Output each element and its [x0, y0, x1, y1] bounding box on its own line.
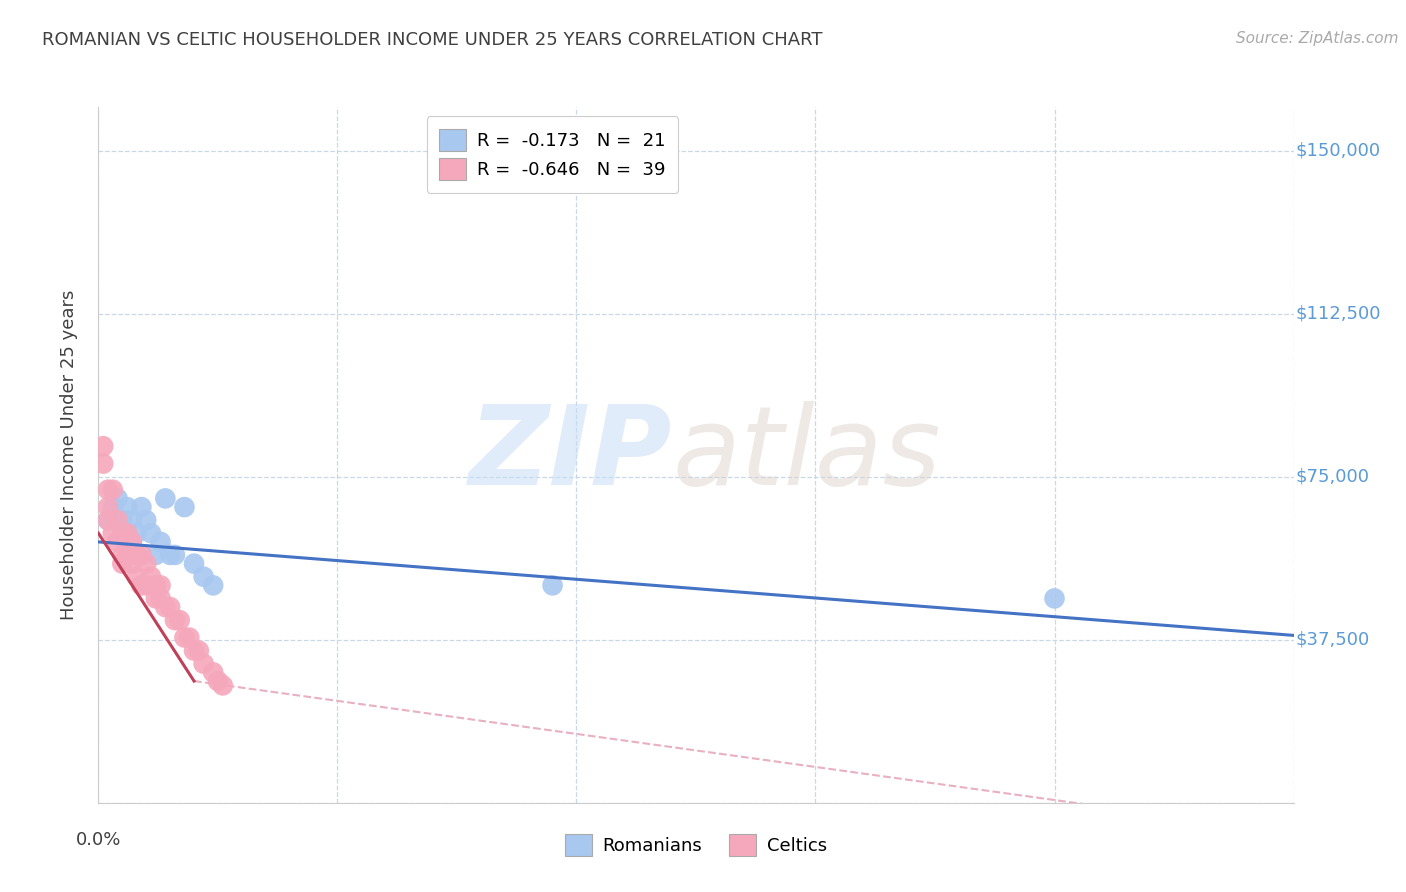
Point [145, 548, 167, 562]
Point [183, 643, 205, 657]
Point [202, 578, 225, 592]
Text: atlas: atlas [672, 401, 941, 508]
Point [149, 535, 172, 549]
Point [115, 526, 138, 541]
Point [131, 578, 153, 592]
Text: $37,500: $37,500 [1296, 631, 1371, 648]
Point [115, 548, 138, 562]
Text: ROMANIAN VS CELTIC HOUSEHOLDER INCOME UNDER 25 YEARS CORRELATION CHART: ROMANIAN VS CELTIC HOUSEHOLDER INCOME UN… [42, 31, 823, 49]
Point [121, 535, 143, 549]
Text: $75,000: $75,000 [1296, 467, 1369, 485]
Point [183, 557, 205, 571]
Point [145, 578, 167, 592]
Point [207, 674, 229, 689]
Point [115, 500, 138, 514]
Point [101, 500, 124, 514]
Point [211, 678, 233, 692]
Point [149, 578, 172, 592]
Point [193, 570, 215, 584]
Text: Source: ZipAtlas.com: Source: ZipAtlas.com [1236, 31, 1399, 46]
Point [91, 457, 114, 471]
Point [1043, 591, 1066, 606]
Point [91, 439, 114, 453]
Point [173, 500, 195, 514]
Point [139, 570, 162, 584]
Point [121, 513, 143, 527]
Point [169, 613, 191, 627]
Text: 0.0%: 0.0% [76, 830, 121, 848]
Legend: Romanians, Celtics: Romanians, Celtics [557, 827, 835, 863]
Point [131, 500, 153, 514]
Point [193, 657, 215, 671]
Point [107, 513, 129, 527]
Text: $112,500: $112,500 [1296, 304, 1382, 323]
Point [131, 548, 153, 562]
Point [155, 491, 177, 506]
Point [111, 548, 134, 562]
Point [202, 665, 225, 680]
Point [187, 643, 209, 657]
Point [97, 483, 120, 497]
Point [541, 578, 564, 592]
Y-axis label: Householder Income Under 25 years: Householder Income Under 25 years [59, 290, 77, 620]
Point [179, 631, 201, 645]
Point [107, 535, 129, 549]
Point [163, 548, 186, 562]
Point [111, 526, 134, 541]
Text: ZIP: ZIP [468, 401, 672, 508]
Point [125, 548, 148, 562]
Point [159, 548, 181, 562]
Point [163, 613, 186, 627]
Point [121, 557, 143, 571]
Point [97, 500, 120, 514]
Point [107, 491, 129, 506]
Point [97, 513, 120, 527]
Point [135, 513, 157, 527]
Point [159, 600, 181, 615]
Point [125, 570, 148, 584]
Text: $150,000: $150,000 [1296, 142, 1381, 160]
Point [149, 591, 172, 606]
Point [139, 526, 162, 541]
Point [135, 557, 157, 571]
Point [101, 483, 124, 497]
Point [125, 526, 148, 541]
Point [173, 631, 195, 645]
Point [111, 513, 134, 527]
Point [97, 513, 120, 527]
Point [101, 526, 124, 541]
Point [135, 578, 157, 592]
Point [155, 600, 177, 615]
Point [145, 591, 167, 606]
Point [111, 557, 134, 571]
